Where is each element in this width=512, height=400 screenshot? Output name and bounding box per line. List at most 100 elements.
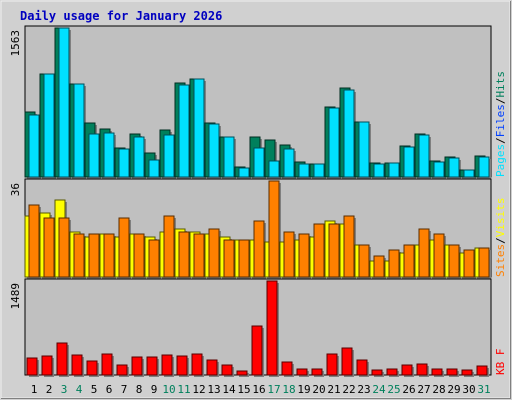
bar-sites-sites-day-6 <box>103 233 115 278</box>
bar-kbytes-kb-f-day-2 <box>41 355 53 376</box>
bar-kbytes-kb-f-day-31 <box>476 365 488 376</box>
x-tick-label-day-14: 14 <box>222 383 236 396</box>
bar-sites-sites-day-27 <box>418 228 430 278</box>
bar-sites-sites-day-22 <box>343 215 355 278</box>
x-tick-label-day-4: 4 <box>76 383 83 396</box>
x-tick-label-day-30: 30 <box>462 383 475 396</box>
bar-hits-pages-day-25 <box>388 162 400 178</box>
bar-hits-pages-day-3 <box>58 27 70 178</box>
bar-hits-pages-day-2 <box>43 73 55 178</box>
bar-sites-sites-day-17 <box>268 180 280 278</box>
bar-sites-sites-day-13 <box>208 228 220 278</box>
bar-sites-sites-day-10 <box>163 215 175 278</box>
bar-sites-sites-day-12 <box>193 233 205 278</box>
bar-sites-sites-day-28 <box>433 233 445 278</box>
legend-separator: / <box>494 237 507 244</box>
x-axis-labels: 1 2 3 4 5 6 7 8 9 10 11 12 13 14 15 16 17 18 19 20 21 22 23 24 2… <box>31 383 491 396</box>
bar-sites-sites-day-5 <box>88 233 100 278</box>
bar-hits-pages-day-22 <box>343 89 355 178</box>
bar-hits-pages-day-26 <box>403 146 415 178</box>
legend-hits: Pages/Files/Hits <box>494 71 507 177</box>
bar-kbytes-kb-f-day-25 <box>386 368 398 376</box>
bar-sites-sites-day-25 <box>388 249 400 278</box>
bar-kbytes-kb-f-day-17 <box>266 280 278 376</box>
bar-sites-sites-day-23 <box>358 244 370 278</box>
bar-hits-pages-day-9 <box>148 159 160 178</box>
bar-sites-sites-day-15 <box>238 239 250 278</box>
bar-hits-pages-day-14 <box>223 136 235 178</box>
bar-hits-pages-day-1 <box>28 114 40 178</box>
bar-hits-pages-day-27 <box>418 134 430 178</box>
bar-kbytes-kb-f-day-6 <box>101 353 113 376</box>
bar-sites-sites-day-24 <box>373 255 385 278</box>
bar-sites-sites-day-31 <box>478 247 490 278</box>
bar-hits-pages-day-29 <box>448 157 460 178</box>
bar-hits-pages-day-6 <box>103 132 115 178</box>
x-tick-label-day-21: 21 <box>327 383 340 396</box>
legend-text-sites: Sites/Visits <box>494 198 507 278</box>
x-tick-label-day-2: 2 <box>46 383 53 396</box>
bar-hits-pages-day-4 <box>73 83 85 178</box>
x-tick-label-day-29: 29 <box>447 383 460 396</box>
x-tick-label-day-26: 26 <box>402 383 415 396</box>
legend-item-hits: Hits <box>494 71 507 98</box>
x-tick-label-day-8: 8 <box>136 383 143 396</box>
bar-kbytes-kb-f-day-29 <box>446 368 458 376</box>
y-max-label-hits: 1563 <box>9 30 22 57</box>
bar-sites-sites-day-19 <box>298 233 310 278</box>
bar-sites-sites-day-18 <box>283 231 295 278</box>
bar-kbytes-kb-f-day-9 <box>146 356 158 376</box>
bar-sites-sites-day-2 <box>43 217 55 278</box>
legend-separator: / <box>494 98 507 105</box>
x-tick-label-day-17: 17 <box>267 383 280 396</box>
bar-sites-sites-day-3 <box>58 217 70 278</box>
bar-hits-pages-day-17 <box>268 160 280 178</box>
bar-kbytes-kb-f-day-16 <box>251 325 263 376</box>
bar-hits-pages-day-28 <box>433 161 445 178</box>
bar-hits-pages-day-12 <box>193 78 205 178</box>
legend-item-visits: Visits <box>494 198 507 238</box>
chart-title: Daily usage for January 2026 <box>20 9 222 23</box>
bar-sites-sites-day-16 <box>253 220 265 278</box>
x-tick-label-day-15: 15 <box>237 383 250 396</box>
bar-sites-sites-day-20 <box>313 223 325 278</box>
bar-hits-pages-day-11 <box>178 84 190 178</box>
bar-sites-sites-day-1 <box>28 204 40 278</box>
bar-kbytes-kb-f-day-21 <box>326 353 338 376</box>
legend-text-hits: Pages/Files/Hits <box>494 71 507 177</box>
bar-hits-pages-day-18 <box>283 148 295 178</box>
legend-item-pages: Pages <box>494 144 507 177</box>
x-tick-label-day-28: 28 <box>432 383 445 396</box>
bar-kbytes-kb-f-day-11 <box>176 355 188 376</box>
bar-sites-sites-day-7 <box>118 217 130 278</box>
bar-kbytes-kb-f-day-5 <box>86 360 98 376</box>
legend-item-kb-f: KB F <box>494 349 507 376</box>
bar-kbytes-kb-f-day-3 <box>56 342 68 376</box>
bar-sites-sites-day-8 <box>133 233 145 278</box>
bar-sites-sites-day-26 <box>403 244 415 278</box>
bar-kbytes-kb-f-day-13 <box>206 359 218 376</box>
x-tick-label-day-22: 22 <box>342 383 355 396</box>
bar-kbytes-kb-f-day-28 <box>431 368 443 376</box>
x-tick-label-day-11: 11 <box>177 383 190 396</box>
bar-kbytes-kb-f-day-8 <box>131 356 143 376</box>
bar-hits-pages-day-23 <box>358 121 370 178</box>
bar-kbytes-kb-f-day-24 <box>371 369 383 376</box>
bar-kbytes-kb-f-day-15 <box>236 370 248 376</box>
x-tick-label-day-23: 23 <box>357 383 370 396</box>
bar-kbytes-kb-f-day-30 <box>461 369 473 376</box>
x-tick-label-day-25: 25 <box>387 383 400 396</box>
x-tick-label-day-20: 20 <box>312 383 325 396</box>
bar-sites-sites-day-14 <box>223 239 235 278</box>
x-tick-label-day-9: 9 <box>151 383 158 396</box>
x-tick-label-day-10: 10 <box>162 383 175 396</box>
bar-kbytes-kb-f-day-1 <box>26 357 38 376</box>
x-tick-label-day-18: 18 <box>282 383 295 396</box>
bar-sites-sites-day-9 <box>148 239 160 278</box>
x-tick-label-day-12: 12 <box>192 383 205 396</box>
bar-kbytes-kb-f-day-26 <box>401 364 413 376</box>
x-tick-label-day-13: 13 <box>207 383 220 396</box>
bar-kbytes-kb-f-day-12 <box>191 353 203 376</box>
bar-hits-pages-day-8 <box>133 136 145 178</box>
